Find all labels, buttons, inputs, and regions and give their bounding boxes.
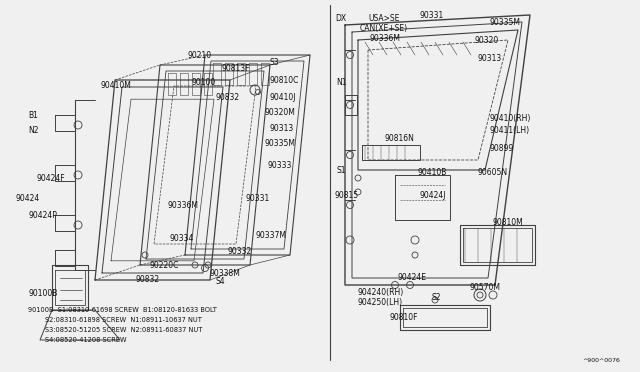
Text: 90313: 90313 bbox=[478, 54, 502, 62]
Text: 90335M: 90335M bbox=[265, 138, 296, 148]
Text: 90605N: 90605N bbox=[478, 167, 508, 176]
Text: 90210: 90210 bbox=[187, 51, 211, 60]
Text: 90313: 90313 bbox=[270, 124, 294, 132]
Text: 90336M: 90336M bbox=[168, 201, 199, 209]
Text: 90832: 90832 bbox=[135, 275, 159, 283]
Text: 90335M: 90335M bbox=[490, 17, 521, 26]
Text: 90100B  S1:08310-61698 SCREW  B1:08120-81633 BOLT: 90100B S1:08310-61698 SCREW B1:08120-816… bbox=[28, 307, 217, 313]
Text: 90810M: 90810M bbox=[493, 218, 524, 227]
Text: 904250(LH): 904250(LH) bbox=[358, 298, 403, 307]
Text: 90334: 90334 bbox=[170, 234, 195, 243]
Text: 90424E: 90424E bbox=[398, 273, 427, 282]
Text: 90813F: 90813F bbox=[222, 64, 250, 73]
Text: 90424J: 90424J bbox=[420, 190, 447, 199]
Text: 90410M: 90410M bbox=[100, 80, 131, 90]
Text: 90899: 90899 bbox=[490, 144, 515, 153]
Text: 90424P: 90424P bbox=[28, 211, 57, 219]
Text: 90336M: 90336M bbox=[370, 33, 401, 42]
Text: 90220C: 90220C bbox=[150, 260, 179, 269]
Text: 90570M: 90570M bbox=[470, 283, 501, 292]
Text: 90331: 90331 bbox=[245, 193, 269, 202]
Text: 90320: 90320 bbox=[475, 35, 499, 45]
Text: 90100B: 90100B bbox=[28, 289, 58, 298]
Text: S1: S1 bbox=[337, 166, 346, 174]
Text: 90320M: 90320M bbox=[265, 108, 296, 116]
Text: 904240(RH): 904240(RH) bbox=[358, 288, 404, 296]
Text: 90410J: 90410J bbox=[270, 93, 296, 102]
Text: 90411(LH): 90411(LH) bbox=[490, 125, 530, 135]
Text: S2: S2 bbox=[432, 294, 442, 302]
Text: B1: B1 bbox=[28, 110, 38, 119]
Text: DX: DX bbox=[335, 13, 346, 22]
Text: 90332: 90332 bbox=[228, 247, 252, 257]
Text: 90331: 90331 bbox=[420, 10, 444, 19]
Text: S4: S4 bbox=[215, 276, 225, 285]
Text: 90100: 90100 bbox=[192, 77, 216, 87]
Text: 90410(RH): 90410(RH) bbox=[490, 113, 531, 122]
Text: S2:08310-61898 SCREW  N1:08911-10637 NUT: S2:08310-61898 SCREW N1:08911-10637 NUT bbox=[28, 317, 202, 323]
Text: 90338M: 90338M bbox=[210, 269, 241, 278]
Text: 90410B: 90410B bbox=[418, 167, 447, 176]
Text: S4:08520-41208 SCREW: S4:08520-41208 SCREW bbox=[28, 337, 127, 343]
Text: 90816N: 90816N bbox=[385, 134, 415, 142]
Text: N2: N2 bbox=[28, 125, 38, 135]
Text: 90832: 90832 bbox=[215, 93, 239, 102]
Text: 90424F: 90424F bbox=[36, 173, 65, 183]
Text: 90815: 90815 bbox=[335, 190, 359, 199]
Text: S3:08520-51205 SCREW  N2:08911-60837 NUT: S3:08520-51205 SCREW N2:08911-60837 NUT bbox=[28, 327, 202, 333]
Text: 90333: 90333 bbox=[268, 160, 292, 170]
Text: N1: N1 bbox=[336, 77, 346, 87]
Text: 90810C: 90810C bbox=[270, 76, 300, 84]
Text: ^900^0076: ^900^0076 bbox=[582, 357, 620, 362]
Text: 90337M: 90337M bbox=[255, 231, 286, 240]
Text: CAN(XE+SE): CAN(XE+SE) bbox=[360, 23, 408, 32]
Text: S3: S3 bbox=[270, 58, 280, 67]
Text: 90810F: 90810F bbox=[390, 314, 419, 323]
Text: USA>SE: USA>SE bbox=[368, 13, 399, 22]
Text: 90424: 90424 bbox=[16, 193, 40, 202]
